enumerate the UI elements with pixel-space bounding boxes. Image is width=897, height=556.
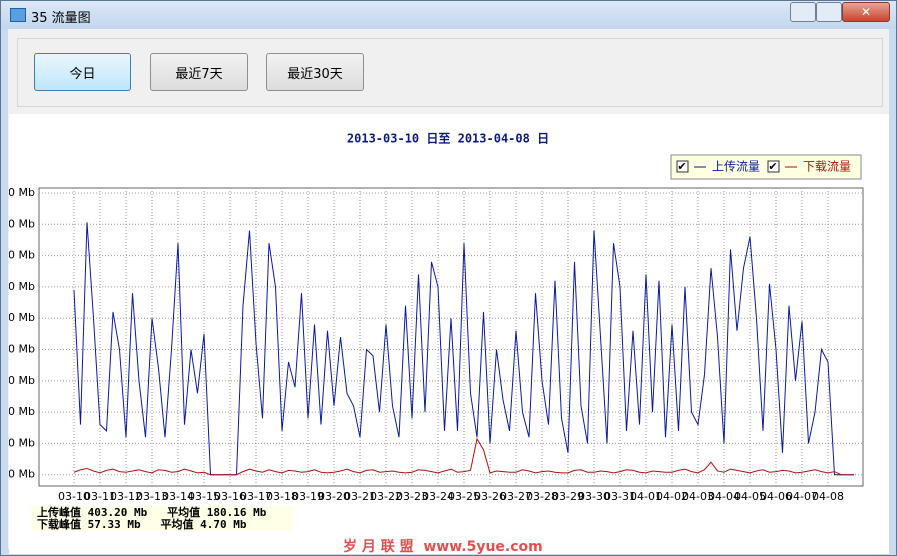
x-tick-label: 03-26 bbox=[474, 490, 506, 503]
legend-label: 上传流量 bbox=[712, 159, 760, 174]
x-tick-label: 03-10 bbox=[58, 490, 90, 503]
last-7-days-button[interactable]: 最近7天 bbox=[150, 53, 248, 91]
x-tick-label: 03-31 bbox=[604, 490, 636, 503]
y-tick-label: 50 Mb bbox=[9, 436, 35, 449]
x-tick-label: 03-22 bbox=[370, 490, 402, 503]
x-tick-label: 03-18 bbox=[266, 490, 298, 503]
maximize-button[interactable] bbox=[816, 2, 842, 22]
x-tick-label: 03-27 bbox=[500, 490, 532, 503]
chart: 2013-03-10 日至 2013-04-08 日 ✔ 上传流量 ✔ 下载流量… bbox=[9, 114, 889, 554]
x-tick-label: 03-12 bbox=[110, 490, 142, 503]
x-tick-label: 03-11 bbox=[84, 490, 116, 503]
x-tick-label: 04-08 bbox=[812, 490, 844, 503]
y-tick-label: 400 Mb bbox=[9, 217, 35, 230]
x-tick-label: 03-16 bbox=[214, 490, 246, 503]
x-tick-label: 03-23 bbox=[396, 490, 428, 503]
x-tick-label: 03-15 bbox=[188, 490, 220, 503]
x-tick-label: 03-13 bbox=[136, 490, 168, 503]
upload-stats: 上传峰值 403.20 Mb 平均值 180.16 Mb bbox=[37, 505, 267, 519]
x-tick-label: 03-24 bbox=[422, 490, 454, 503]
y-tick-label: 0 Mb bbox=[9, 468, 35, 481]
x-tick-label: 03-28 bbox=[526, 490, 558, 503]
x-tick-label: 04-07 bbox=[786, 490, 818, 503]
download-stats: 下载峰值 57.33 Mb 平均值 4.70 Mb bbox=[37, 517, 247, 531]
last-30-days-button[interactable]: 最近30天 bbox=[266, 53, 364, 91]
x-tick-label: 03-25 bbox=[448, 490, 480, 503]
legend-label: 下载流量 bbox=[803, 160, 851, 174]
x-tick-label: 04-03 bbox=[682, 490, 714, 503]
minimize-button[interactable] bbox=[790, 2, 816, 22]
x-tick-label: 03-17 bbox=[240, 490, 272, 503]
x-tick-label: 03-20 bbox=[318, 490, 350, 503]
watermark: 岁 月 联 盟 www.5yue.com bbox=[343, 538, 543, 554]
series-line bbox=[73, 437, 854, 476]
x-tick-label: 04-01 bbox=[630, 490, 662, 503]
legend-checkbox[interactable] bbox=[676, 160, 689, 173]
x-tick-label: 03-29 bbox=[552, 490, 584, 503]
x-tick-label: 04-02 bbox=[656, 490, 688, 503]
y-tick-label: 100 Mb bbox=[9, 405, 35, 418]
y-tick-label: 350 Mb bbox=[9, 249, 35, 262]
x-tick-label: 04-05 bbox=[734, 490, 766, 503]
window-title: 35 流量图 bbox=[31, 11, 91, 26]
y-tick-label: 200 Mb bbox=[9, 343, 35, 356]
series-line bbox=[73, 222, 854, 476]
toolbar bbox=[17, 38, 883, 107]
check-mark: ✔ bbox=[677, 160, 686, 173]
close-button[interactable]: ✕ bbox=[842, 2, 890, 22]
today-button[interactable]: 今日 bbox=[34, 53, 131, 91]
plot-area bbox=[38, 187, 864, 487]
y-tick-label: 150 Mb bbox=[9, 374, 35, 387]
x-tick-label: 03-21 bbox=[344, 490, 376, 503]
app-icon bbox=[10, 8, 26, 22]
stats-box bbox=[31, 506, 293, 531]
x-tick-label: 04-04 bbox=[708, 490, 740, 503]
y-tick-label: 300 Mb bbox=[9, 280, 35, 293]
x-tick-label: 04-06 bbox=[760, 490, 792, 503]
legend-checkbox[interactable] bbox=[767, 160, 780, 173]
chart-title: 2013-03-10 日至 2013-04-08 日 bbox=[347, 132, 549, 146]
x-tick-label: 03-14 bbox=[162, 490, 194, 503]
check-mark: ✔ bbox=[768, 160, 777, 173]
y-tick-label: 250 Mb bbox=[9, 311, 35, 324]
y-tick-label: 450 Mb bbox=[9, 186, 35, 199]
x-tick-label: 03-19 bbox=[292, 490, 324, 503]
title-bar: 35 流量图 ✕ bbox=[1, 1, 896, 29]
x-tick-label: 03-30 bbox=[578, 490, 610, 503]
